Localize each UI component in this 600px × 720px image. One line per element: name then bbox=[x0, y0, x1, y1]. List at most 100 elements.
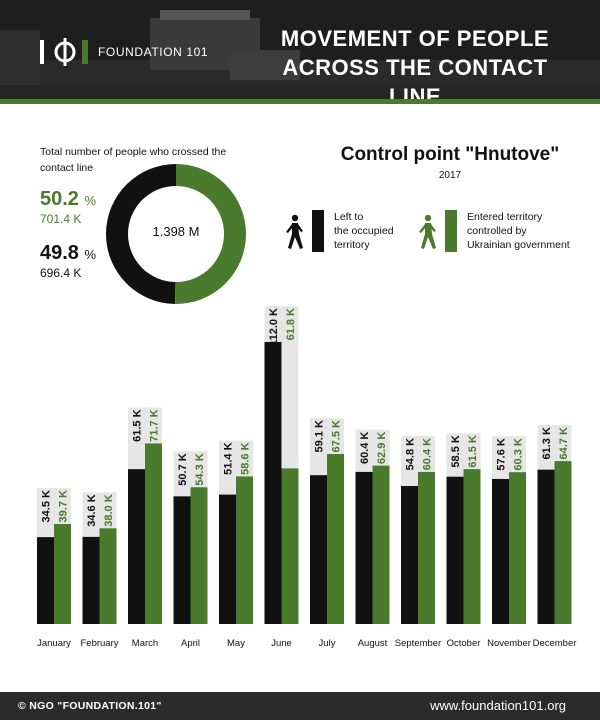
bar-left bbox=[82, 536, 100, 624]
legend-left-label: Left to the occupied territory bbox=[334, 210, 394, 252]
legend-left-swatch bbox=[312, 210, 324, 252]
month-label: July bbox=[319, 638, 336, 649]
walking-person-icon bbox=[286, 214, 303, 249]
bar-left bbox=[173, 496, 191, 624]
month-label: March bbox=[132, 638, 158, 649]
bar-entered bbox=[99, 528, 117, 624]
bar-left bbox=[355, 471, 373, 624]
legend-entered-swatch bbox=[445, 210, 457, 252]
data-label-left: 60.4 K bbox=[359, 432, 371, 464]
data-label-left: 34.5 K bbox=[41, 490, 53, 522]
footer-copyright: © NGO "FOUNDATION.101" bbox=[18, 700, 162, 712]
walking-person-icon bbox=[419, 214, 436, 249]
legend-left-line: territory bbox=[334, 239, 370, 251]
legend-left: Left to the occupied territory bbox=[282, 210, 394, 252]
data-label-entered: 60.3 K bbox=[513, 438, 525, 470]
data-label-entered: 39.7 K bbox=[58, 490, 70, 522]
bar-entered bbox=[372, 465, 390, 624]
bar-entered bbox=[236, 476, 253, 624]
bar-left bbox=[128, 469, 145, 624]
control-point-year: 2017 bbox=[438, 170, 462, 181]
footer-website: www.foundation101.org bbox=[430, 698, 566, 713]
data-label-left: 54.8 K bbox=[405, 438, 417, 470]
data-label-left: 50.7 K bbox=[177, 453, 189, 485]
data-label-left: 58.5 K bbox=[450, 435, 462, 467]
bar-entered bbox=[463, 469, 481, 624]
month-label: February bbox=[80, 638, 118, 649]
data-label-entered: 71.7 K bbox=[149, 409, 161, 441]
bar-entered bbox=[190, 487, 208, 624]
month-label: April bbox=[181, 638, 200, 649]
green-percentage: 50.2 % bbox=[40, 188, 96, 211]
bar-left bbox=[37, 537, 54, 624]
bar-entered bbox=[145, 443, 162, 624]
data-label-entered: 60.4 K bbox=[422, 438, 434, 470]
green-pct-unit: % bbox=[84, 193, 97, 208]
legend-left-line: the occupied bbox=[334, 225, 394, 237]
data-label-entered: 38.0 K bbox=[103, 494, 115, 526]
bar-left bbox=[219, 494, 236, 624]
page-title: MOVEMENT OF PEOPLE ACROSS THE CONTACT LI… bbox=[255, 24, 575, 104]
header-photo bbox=[0, 0, 600, 104]
logo-text: FOUNDATION 101 bbox=[98, 45, 209, 59]
foundation-logo: FOUNDATION 101 bbox=[40, 38, 208, 66]
month-label: May bbox=[227, 638, 245, 649]
month-label: October bbox=[447, 638, 481, 649]
legend-entered-line: Entered territory bbox=[467, 211, 543, 223]
bar-entered bbox=[327, 454, 344, 624]
data-label-left: 51.4 K bbox=[223, 442, 235, 474]
bar-entered bbox=[418, 471, 435, 624]
month-label: September bbox=[395, 638, 441, 649]
control-point-title: Control point "Hnutove" bbox=[340, 144, 560, 165]
bar-entered bbox=[554, 461, 572, 624]
month-label: November bbox=[487, 638, 531, 649]
header-banner: FOUNDATION 101 MOVEMENT OF PEOPLE ACROSS… bbox=[0, 0, 600, 104]
bar-left bbox=[264, 342, 282, 624]
bar-left bbox=[446, 476, 464, 624]
legend-entered-line: controlled by bbox=[467, 225, 527, 237]
black-pct-unit: % bbox=[84, 247, 97, 262]
black-pct-value: 49.8 bbox=[40, 242, 79, 264]
legend-entered: Entered territory controlled by Ukrainia… bbox=[415, 210, 570, 252]
data-label-entered: 61.5 K bbox=[467, 435, 479, 467]
total-donut-chart bbox=[106, 164, 246, 304]
green-pct-value: 50.2 bbox=[40, 188, 79, 210]
data-label-left: 112.0 K bbox=[268, 308, 280, 346]
donut-center-label: 1.398 M bbox=[152, 224, 200, 239]
month-label: December bbox=[533, 638, 577, 649]
black-percentage: 49.8 % bbox=[40, 242, 96, 265]
legend-entered-label: Entered territory controlled by Ukrainia… bbox=[467, 210, 570, 252]
data-label-entered: 62.9 K bbox=[376, 432, 388, 464]
bar-entered bbox=[509, 472, 526, 624]
data-label-entered: 64.7 K bbox=[558, 427, 570, 459]
data-label-left: 34.6 K bbox=[86, 494, 98, 526]
footer: © NGO "FOUNDATION.101" www.foundation101… bbox=[0, 692, 600, 720]
data-label-left: 59.1 K bbox=[314, 420, 326, 452]
data-label-left: 57.6 K bbox=[496, 438, 508, 470]
title-line-1: MOVEMENT OF PEOPLE bbox=[280, 26, 550, 51]
black-total: 696.4 K bbox=[40, 266, 82, 280]
data-label-left: 61.3 K bbox=[541, 427, 553, 459]
data-label-left: 61.5 K bbox=[132, 409, 144, 441]
month-label: January bbox=[37, 638, 71, 649]
green-total: 701.4 K bbox=[40, 212, 82, 226]
bar-left bbox=[310, 475, 327, 624]
data-label-entered: 58.6 K bbox=[240, 442, 252, 474]
data-label-entered: 61.8 K bbox=[285, 308, 297, 340]
total-label: Total number of people who crossed the c… bbox=[40, 146, 227, 174]
bar-left bbox=[401, 486, 418, 624]
legend-left-line: Left to bbox=[334, 211, 364, 223]
legend-entered-line: Ukrainian government bbox=[467, 239, 570, 251]
logo-mark-icon bbox=[40, 38, 88, 66]
data-label-entered: 54.3 K bbox=[194, 453, 206, 485]
bar-entered bbox=[281, 468, 299, 624]
month-label: August bbox=[358, 638, 388, 649]
bar-left bbox=[537, 469, 555, 624]
month-label: June bbox=[271, 638, 292, 649]
bar-entered bbox=[54, 524, 71, 624]
title-line-2: ACROSS THE CONTACT LINE bbox=[282, 55, 548, 104]
bar-left bbox=[492, 478, 509, 624]
data-label-entered: 67.5 K bbox=[331, 420, 343, 452]
header-divider bbox=[0, 99, 600, 104]
monthly-bar-chart: 34.5 K 39.7 K January 34.6 K 38.0 K February 6… bbox=[37, 306, 577, 649]
